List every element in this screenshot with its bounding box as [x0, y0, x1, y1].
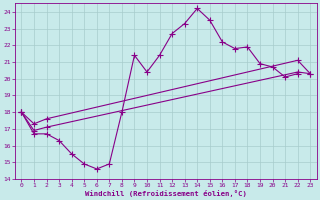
- X-axis label: Windchill (Refroidissement éolien,°C): Windchill (Refroidissement éolien,°C): [85, 190, 247, 197]
